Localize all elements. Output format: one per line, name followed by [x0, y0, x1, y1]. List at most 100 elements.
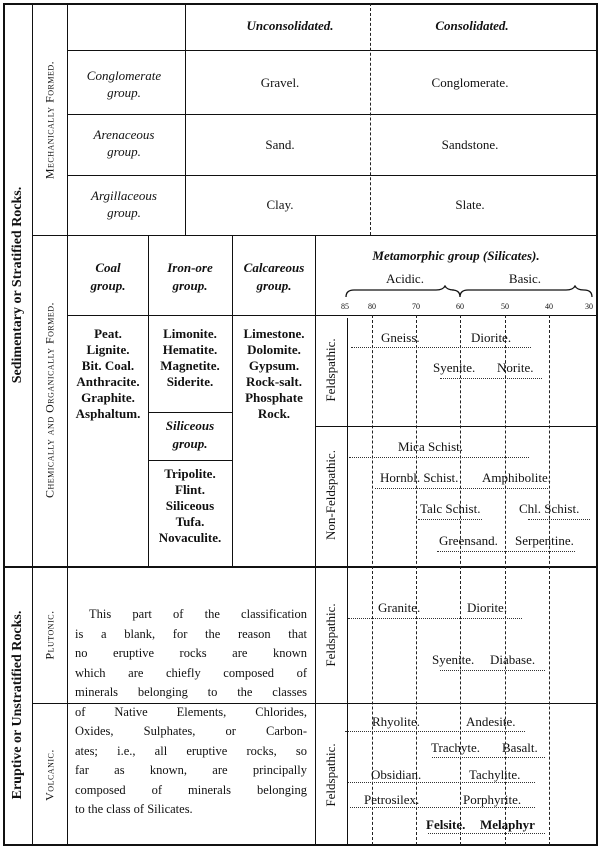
- list-item: Novaculite.: [158, 530, 222, 545]
- divider: [67, 50, 597, 51]
- divider: [315, 235, 316, 566]
- divider: [67, 3, 68, 845]
- rock-name: Granite.: [378, 600, 421, 615]
- rock-name: Talc Schist.: [420, 501, 481, 516]
- scale-tick: 40: [545, 302, 553, 311]
- volcanic-feldspathic-label: Feldspathic.: [323, 743, 338, 807]
- rock-name: Obsidian.: [371, 767, 422, 782]
- scale-tick: 80: [368, 302, 376, 311]
- coal-header: Coal: [95, 260, 121, 275]
- list-item: Hematite.: [162, 342, 218, 357]
- divider: [32, 235, 597, 236]
- list-item: Lignite.: [86, 342, 130, 357]
- rock-name: Syenite.: [433, 360, 476, 375]
- cell: Sand.: [265, 137, 295, 152]
- divider: [315, 566, 316, 845]
- basic-label: Basic.: [508, 271, 542, 286]
- cell: Clay.: [266, 197, 294, 212]
- group-name: group.: [107, 85, 141, 100]
- note-line: no eruptive rocks are known: [75, 646, 307, 660]
- divider: [148, 460, 232, 461]
- range-line: [375, 488, 548, 489]
- eruptive-note: This part of the classification is a bla…: [75, 605, 307, 820]
- list-item: Bit. Coal.: [81, 358, 135, 373]
- list-item: Dolomite.: [247, 342, 301, 357]
- group-name: Conglomerate: [86, 68, 162, 83]
- note-line: is a blank, for the reason that: [75, 626, 307, 641]
- rock-name: Gneiss.: [381, 330, 420, 345]
- list-item: Magnetite.: [160, 358, 220, 373]
- divider: [67, 114, 597, 115]
- range-line: [349, 457, 529, 458]
- chemical-label: Chemically and Organically Formed.: [42, 301, 57, 499]
- scale-tick: 85: [341, 302, 349, 311]
- rock-name: Andesite.: [466, 714, 516, 729]
- rock-name: Rhyolite.: [372, 714, 421, 729]
- rock-name: Basalt.: [502, 740, 538, 755]
- calcareous-header: Calcareous: [243, 260, 305, 275]
- note-line: which are chiefly composed of: [75, 665, 307, 680]
- list-item: Phosphate: [245, 390, 303, 405]
- siliceous-list: Tripolite. Flint. Siliceous Tufa. Novacu…: [159, 466, 221, 546]
- volcanic-label: Volcanic.: [42, 749, 57, 801]
- scale-tick: 60: [456, 302, 464, 311]
- cell: Sandstone.: [441, 137, 499, 152]
- range-line: [428, 833, 545, 834]
- note-line: to the class of Silicates.: [75, 802, 193, 816]
- range-line: [348, 782, 535, 783]
- note-line: This part of the classification: [89, 607, 307, 621]
- rock-name: Petrosilex.: [364, 792, 420, 807]
- list-item: Limonite.: [163, 326, 217, 341]
- rock-name: Amphibolite.: [482, 470, 551, 485]
- note-line: ates; i.e., all eruptive rocks, so: [75, 743, 307, 758]
- group-name: group.: [107, 205, 141, 220]
- divider: [3, 566, 597, 568]
- rock-name: Greensand.: [439, 533, 498, 548]
- range-line: [528, 519, 590, 520]
- mechanical-label: Mechanically Formed.: [42, 60, 57, 180]
- divider: [148, 235, 149, 566]
- iron-header: group.: [172, 278, 208, 293]
- rock-name: Diabase.: [490, 652, 536, 667]
- divider: [370, 3, 371, 235]
- note-line: minerals belonging to the classes: [75, 685, 307, 699]
- acidic-label: Acidic.: [386, 271, 424, 286]
- iron-list: Limonite. Hematite. Magnetite. Siderite.: [160, 326, 220, 390]
- cell: Conglomerate.: [431, 75, 509, 90]
- divider: [148, 412, 232, 413]
- divider: [185, 3, 186, 235]
- range-line: [350, 807, 535, 808]
- cell: Slate.: [455, 197, 485, 212]
- divider: [32, 703, 597, 704]
- range-line: [437, 551, 575, 552]
- divider: [505, 315, 506, 845]
- rock-name: Trachyte.: [431, 740, 480, 755]
- calcareous-header: group.: [256, 278, 292, 293]
- list-item: Rock.: [257, 406, 291, 421]
- divider: [315, 426, 597, 427]
- divider: [347, 318, 348, 845]
- scale-tick: 30: [585, 302, 593, 311]
- calcareous-list: Limestone. Dolomite. Gypsum. Rock-salt. …: [243, 326, 304, 422]
- list-item: Asphaltum.: [75, 406, 141, 421]
- rock-name: Syenite.: [432, 652, 475, 667]
- feldspathic-label: Feldspathic.: [323, 338, 338, 402]
- brace-icon: [345, 285, 593, 298]
- list-item: Rock-salt.: [246, 374, 302, 389]
- range-line: [432, 757, 545, 758]
- coal-list: Peat. Lignite. Bit. Coal. Anthracite. Gr…: [76, 326, 141, 422]
- divider: [32, 3, 33, 845]
- group-name: Arenaceous: [93, 127, 155, 142]
- range-line: [440, 378, 542, 379]
- header-unconsolidated: Unconsolidated.: [246, 18, 334, 33]
- rock-name: Tachylite.: [469, 767, 521, 782]
- note-line: far as known, are principally: [75, 763, 307, 777]
- sedimentary-label: Sedimentary or Stratified Rocks.: [10, 186, 25, 384]
- list-item: Flint.: [175, 482, 205, 497]
- note-line: composed of minerals belonging: [75, 782, 307, 797]
- range-line: [440, 670, 545, 671]
- list-item: Graphite.: [81, 390, 135, 405]
- divider: [67, 175, 597, 176]
- divider: [460, 315, 461, 845]
